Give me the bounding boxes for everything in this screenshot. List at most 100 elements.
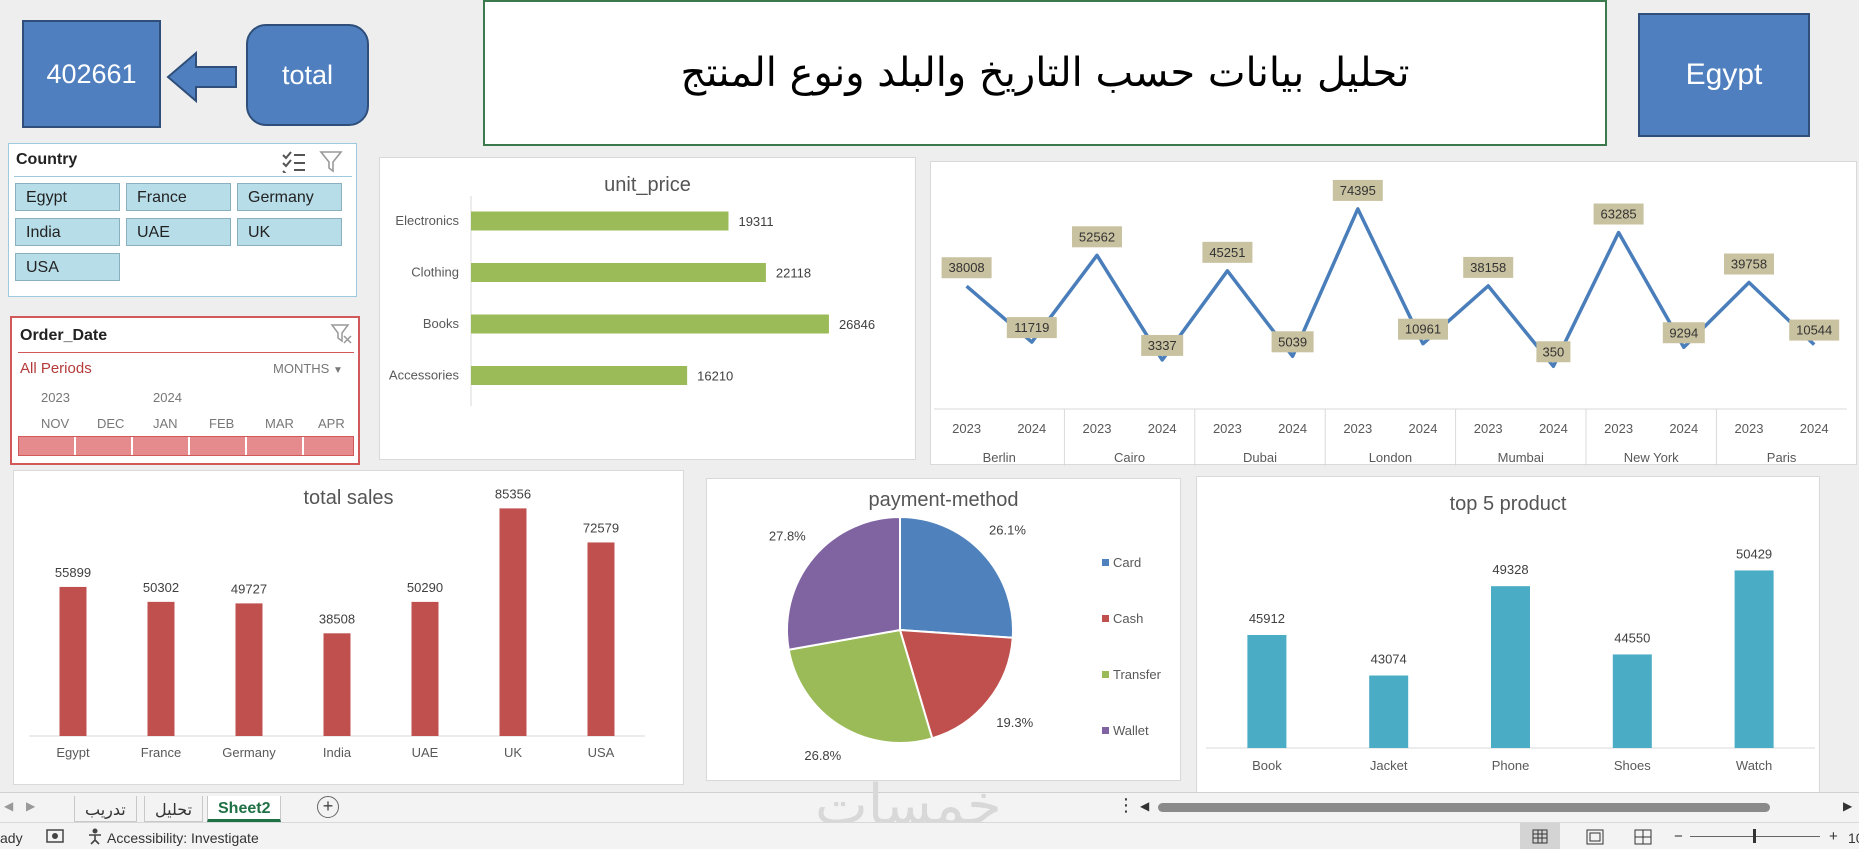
slicer-item-usa[interactable]: USA (15, 253, 120, 281)
clear-filter-icon[interactable] (319, 149, 345, 173)
scroll-left-icon[interactable]: ◀ (4, 799, 14, 813)
bar (1491, 586, 1530, 748)
total-sales-chart-panel[interactable]: total sales 55899 Egypt 50302 France 49727 Ge… (13, 470, 684, 785)
order-date-timeline[interactable]: Order_Date All Periods MONTHS ▼ 2023 202… (10, 316, 360, 465)
top5-product-chart-title: top 5 product (1449, 493, 1567, 515)
category-label: Egypt (56, 745, 90, 760)
country-kpi-box: Egypt (1638, 13, 1810, 137)
x-tick-label: 2023 (1735, 421, 1764, 436)
sheet-tab-training[interactable]: تدريب (74, 796, 137, 822)
data-label: 3337 (1148, 338, 1177, 353)
page-break-icon[interactable] (1634, 829, 1652, 845)
normal-view-icon[interactable] (1520, 823, 1560, 849)
year-label-2023: 2023 (41, 390, 70, 405)
unit-price-chart-title: unit_price (604, 174, 691, 196)
data-label: 50290 (407, 580, 443, 595)
group-label: Berlin (983, 450, 1016, 465)
horizontal-scrollbar-track[interactable] (1156, 801, 1840, 813)
month-label-nov: NOV (41, 416, 70, 431)
x-tick-label: 2023 (1343, 421, 1372, 436)
legend-swatch (1102, 559, 1109, 566)
group-label: Mumbai (1498, 450, 1544, 465)
data-label: 52562 (1079, 229, 1115, 244)
x-tick-label: 2024 (1409, 421, 1438, 436)
zoom-out-button[interactable]: − (1674, 828, 1683, 845)
slice-label: 27.8% (769, 529, 806, 544)
page-layout-icon[interactable] (1586, 829, 1604, 845)
slice-label: 19.3% (996, 715, 1033, 730)
data-label: 38158 (1470, 260, 1506, 275)
data-label-bg (1593, 203, 1644, 225)
horizontal-scrollbar-thumb[interactable] (1158, 803, 1770, 812)
group-label: Dubai (1243, 450, 1277, 465)
data-label-bg (1006, 317, 1057, 339)
time-level-dropdown[interactable]: MONTHS ▼ (273, 361, 343, 376)
slicer-item-egypt[interactable]: Egypt (15, 183, 120, 211)
bar (1369, 675, 1409, 748)
hscroll-right-icon[interactable]: ▶ (1843, 799, 1853, 813)
data-label: 63285 (1601, 207, 1637, 222)
bar (235, 603, 263, 736)
macro-icon[interactable] (46, 828, 64, 844)
slicer-item-france[interactable]: France (126, 183, 231, 211)
data-label-bg (941, 257, 992, 279)
slicer-item-uk[interactable]: UK (237, 218, 342, 246)
category-label: Watch (1736, 758, 1772, 773)
data-label: 50302 (143, 580, 179, 595)
sheet-tab-sheet2[interactable]: Sheet2 (207, 796, 282, 822)
accessibility-status[interactable]: Accessibility: Investigate (107, 830, 259, 846)
bar (323, 633, 351, 736)
accessibility-icon[interactable] (86, 827, 104, 845)
payment-method-chart-panel[interactable]: payment-method 26.1% 19.3% 26.8% 27.8% Card C… (706, 478, 1181, 781)
legend-swatch (1102, 727, 1109, 734)
month-label-mar: MAR (265, 416, 294, 431)
bar (471, 263, 766, 282)
x-tick-label: 2023 (952, 421, 981, 436)
zoom-slider[interactable] (1690, 829, 1820, 843)
zoom-level[interactable]: 10 (1848, 830, 1859, 846)
data-label: 43074 (1371, 652, 1407, 667)
top5-product-chart-panel[interactable]: top 5 product 45912 Book 43074 Jacket 49328 P… (1196, 476, 1820, 794)
bar (147, 601, 175, 736)
clear-filter-icon[interactable] (330, 323, 354, 345)
sheet-tab-analysis[interactable]: تحليل (144, 796, 204, 822)
category-label: India (323, 745, 352, 760)
multi-select-icon[interactable] (281, 149, 307, 173)
data-label: 49727 (231, 581, 267, 596)
bar (471, 314, 829, 334)
slicer-item-uae[interactable]: UAE (126, 218, 231, 246)
slicer-header-rule (14, 176, 352, 177)
ready-status: ady (0, 830, 23, 846)
city-year-chart-panel[interactable]: 38008 11719 52562 3337 45251 5039 74395 10961 38… (930, 161, 1857, 466)
category-label: Accessories (389, 368, 460, 383)
slicer-item-india[interactable]: India (15, 218, 120, 246)
data-label-bg (1536, 341, 1571, 363)
timeline-bar[interactable] (18, 436, 354, 456)
order-date-title: Order_Date (20, 327, 108, 344)
data-label-bg (1463, 256, 1514, 278)
legend-label: Card (1113, 555, 1141, 570)
sheet-tab-bar: ◀ ▶ تدريب تحليل Sheet2 + خمسات ⋮ ◀ ▶ (0, 773, 1859, 838)
options-dots-icon[interactable]: ⋮ (1117, 795, 1135, 815)
data-label: 55899 (55, 565, 91, 580)
legend-swatch (1102, 615, 1109, 622)
zoom-slider-thumb[interactable] (1753, 829, 1756, 843)
zoom-in-button[interactable]: + (1829, 828, 1838, 845)
group-label: London (1369, 450, 1412, 465)
status-bar: ady Accessibility: Investigate − + 10 (0, 822, 1859, 849)
legend-label: Wallet (1113, 723, 1149, 738)
month-label-dec: DEC (97, 416, 125, 431)
unit-price-chart-panel[interactable]: unit_price Electronics 19311 Clothing 22118… (379, 157, 916, 460)
total-label-box: total (246, 24, 369, 126)
scroll-right-icon[interactable]: ▶ (26, 799, 36, 813)
category-label: Books (423, 316, 460, 331)
hscroll-left-icon[interactable]: ◀ (1140, 799, 1150, 813)
bar (1734, 570, 1774, 748)
bar (471, 366, 688, 385)
add-sheet-icon[interactable]: + (317, 796, 339, 818)
data-label-bg (1789, 319, 1840, 341)
time-level-label: MONTHS (273, 361, 330, 376)
slicer-item-germany[interactable]: Germany (237, 183, 342, 211)
group-label: Cairo (1114, 450, 1145, 465)
country-slicer[interactable]: Country Egypt France Germany India UAE U… (8, 143, 357, 297)
